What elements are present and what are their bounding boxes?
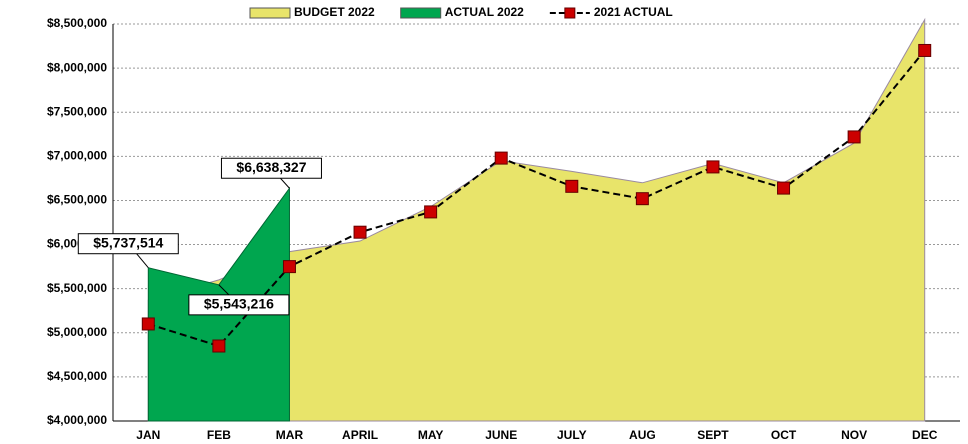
legend-label: 2021 ACTUAL (594, 5, 673, 19)
marker (212, 339, 226, 353)
y-tick-label: $8,500,000 (47, 16, 107, 30)
x-tick-label: AUG (629, 428, 656, 442)
marker (918, 43, 932, 57)
x-tick-label: NOV (841, 428, 867, 442)
y-tick-label: $7,500,000 (47, 104, 107, 118)
x-tick-label: FEB (207, 428, 231, 442)
data-label: $5,737,514 (93, 234, 163, 250)
marker (635, 192, 649, 206)
y-tick-label: $6,500,000 (47, 193, 107, 207)
y-tick-label: $7,000,000 (47, 149, 107, 163)
legend-label: BUDGET 2022 (294, 5, 375, 19)
label-box (77, 233, 179, 255)
marker (777, 181, 791, 195)
marker (706, 160, 720, 174)
x-tick-label: SEPT (697, 428, 729, 442)
x-tick-label: MAY (418, 428, 444, 442)
marker (353, 225, 367, 239)
legend-swatch (400, 7, 442, 19)
marker (494, 151, 508, 165)
x-tick-label: JUNE (485, 428, 517, 442)
label-box (188, 294, 290, 316)
x-tick-label: APRIL (342, 428, 378, 442)
x-tick-label: DEC (912, 428, 938, 442)
marker (847, 130, 861, 144)
y-tick-label: $4,000,000 (47, 413, 107, 427)
y-tick-label: $5,500,000 (47, 281, 107, 295)
legend-marker (564, 7, 576, 19)
marker (565, 179, 579, 193)
marker (141, 317, 155, 331)
marker (282, 260, 296, 274)
label-box (220, 157, 322, 179)
x-tick-label: OCT (771, 428, 797, 442)
y-tick-label: $5,000,000 (47, 325, 107, 339)
marker (424, 205, 438, 219)
x-tick-label: JULY (557, 428, 587, 442)
x-tick-label: JAN (136, 428, 160, 442)
data-label: $5,543,216 (204, 296, 274, 312)
x-tick-label: MAR (276, 428, 304, 442)
data-label: $6,638,327 (236, 159, 306, 175)
legend-label: ACTUAL 2022 (445, 5, 524, 19)
legend-swatch (249, 7, 291, 19)
y-tick-label: $8,000,000 (47, 60, 107, 74)
y-tick-label: $4,500,000 (47, 369, 107, 383)
